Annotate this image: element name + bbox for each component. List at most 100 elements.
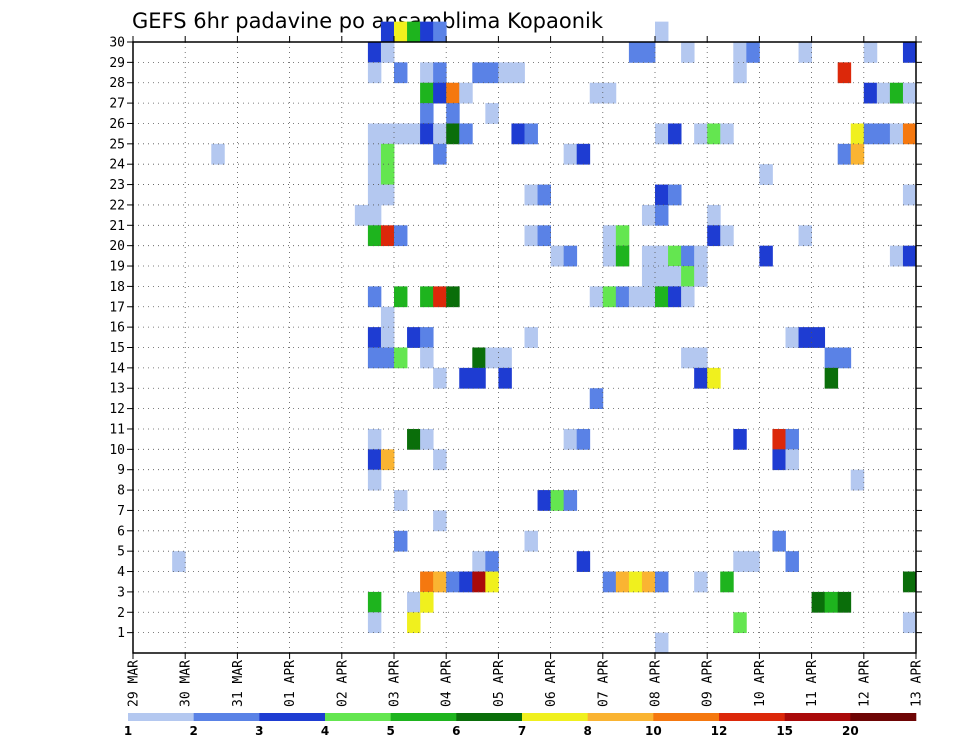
heatmap-cell [589, 286, 604, 308]
heatmap-cell [655, 266, 669, 287]
y-tick-label: 2 [117, 606, 125, 621]
heatmap-cell [420, 103, 434, 124]
heatmap-cell [772, 428, 786, 450]
y-tick-label: 25 [109, 137, 125, 152]
heatmap-cell [446, 286, 460, 308]
heatmap-cell [681, 266, 695, 287]
x-tick-label: 09 APR [701, 660, 716, 707]
heatmap-cell [420, 286, 434, 308]
heatmap-cell [641, 42, 656, 63]
x-tick-label: 07 APR [596, 660, 611, 707]
colorbar-label: 6 [452, 724, 460, 738]
heatmap-cell [746, 551, 760, 572]
heatmap-cell [785, 551, 799, 572]
heatmap-cell [694, 245, 708, 267]
heatmap-cell [902, 245, 917, 267]
colorbar-swatch [325, 713, 391, 721]
y-axis: 1234567891011121314151617181920212223242… [109, 36, 922, 641]
heatmap-cell [367, 143, 382, 165]
y-tick-label: 5 [117, 545, 125, 560]
heatmap-cell [902, 123, 917, 145]
colorbar-swatch [456, 713, 523, 721]
heatmap-cell [367, 184, 382, 206]
x-tick-label: 03 APR [388, 660, 403, 707]
heatmap-cell [420, 327, 434, 348]
heatmap-cell [446, 571, 460, 593]
heatmap-cell [694, 347, 708, 369]
heatmap-cell [589, 82, 604, 104]
heatmap-cell [641, 286, 656, 308]
heatmap-cell [733, 428, 747, 450]
heatmap-cell [655, 21, 669, 43]
heatmap-cell [407, 327, 421, 348]
heatmap-cell [602, 571, 617, 593]
heatmap-cell [367, 612, 382, 634]
colorbar-label: 4 [321, 724, 329, 738]
heatmap-cell [420, 21, 434, 43]
heatmap-cell [655, 632, 669, 654]
heatmap-cell [420, 571, 434, 593]
colorbar-label: 8 [583, 724, 591, 738]
heatmap-cell [707, 204, 721, 226]
y-tick-label: 8 [117, 484, 125, 499]
y-tick-label: 22 [109, 198, 125, 213]
heatmap-cell [394, 286, 408, 308]
heatmap-cell [524, 327, 538, 348]
colorbar-label: 2 [189, 724, 197, 738]
x-tick-label: 02 APR [335, 660, 350, 707]
heatmap-cell [889, 82, 904, 104]
y-tick-label: 15 [109, 341, 125, 356]
heatmap-cell [902, 184, 917, 206]
heatmap-cell [876, 123, 891, 145]
heatmap-cell [628, 571, 643, 593]
heatmap-cell [380, 347, 395, 369]
heatmap-cell [407, 612, 421, 634]
heatmap-cell [602, 82, 617, 104]
colorbar-label: 20 [842, 724, 859, 738]
heatmap-cell [563, 143, 578, 165]
x-tick-label: 06 APR [544, 660, 559, 707]
heatmap-cell [498, 347, 512, 369]
heatmap-cell [837, 591, 852, 613]
heatmap-cell [733, 62, 747, 84]
colorbar-label: 15 [776, 724, 793, 738]
colorbar-label: 5 [386, 724, 394, 738]
heatmap-cell [589, 388, 604, 409]
heatmap-cell [746, 42, 760, 63]
heatmap-cell [367, 327, 382, 348]
heatmap-cell [655, 123, 669, 145]
heatmap-cell [511, 123, 525, 145]
heatmap-cell [433, 82, 447, 104]
y-tick-label: 12 [109, 402, 125, 417]
y-tick-label: 1 [117, 626, 125, 641]
x-tick-label: 10 APR [753, 660, 768, 707]
heatmap-cell [407, 21, 421, 43]
heatmap-cell [602, 245, 617, 267]
colorbar-swatch [193, 713, 260, 721]
chart-title: GEFS 6hr padavine po ansamblima Kopaonik [132, 9, 604, 33]
y-tick-label: 16 [109, 321, 125, 336]
heatmap-cell [433, 123, 447, 145]
heatmap-cell [641, 266, 656, 287]
heatmap-cell [367, 42, 382, 63]
y-tick-label: 26 [109, 117, 125, 132]
heatmap-cell [563, 428, 578, 450]
colorbar-swatch [587, 713, 654, 721]
heatmap-cell [694, 123, 708, 145]
heatmap-cell [837, 347, 852, 369]
heatmap-cell [811, 591, 826, 613]
heatmap-cell [668, 286, 682, 308]
heatmap-cell [380, 327, 395, 348]
heatmap-cell [407, 123, 421, 145]
heatmap-cell [798, 225, 812, 247]
heatmap-cell [681, 42, 695, 63]
y-tick-label: 3 [117, 585, 125, 600]
heatmap-cell [615, 245, 630, 267]
y-tick-label: 27 [109, 97, 125, 112]
heatmap-cell [485, 62, 499, 84]
heatmap-cell [850, 469, 865, 491]
heatmap-cell [733, 551, 747, 572]
y-tick-label: 18 [109, 280, 125, 295]
heatmap-cell [485, 103, 499, 124]
heatmap-cell [446, 82, 460, 104]
